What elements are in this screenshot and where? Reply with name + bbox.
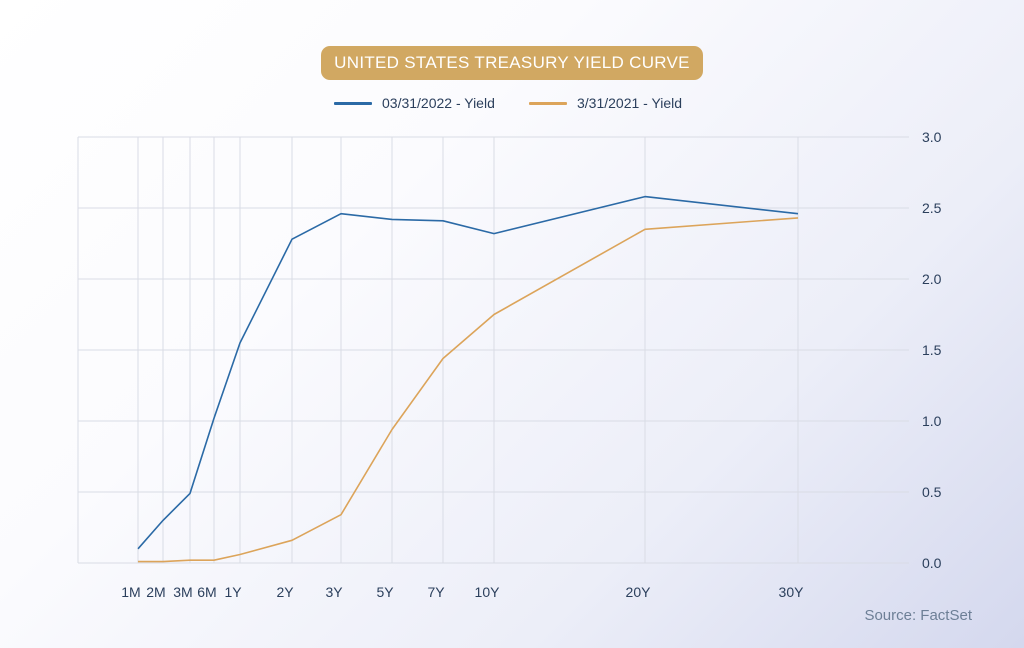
series-line-2022 <box>137 195 799 550</box>
x-tick-label: 7Y <box>427 584 445 600</box>
x-tick-label: 2Y <box>276 584 294 600</box>
x-tick-label: 20Y <box>626 584 652 600</box>
y-tick-label: 0.5 <box>922 484 942 500</box>
y-tick-label: 3.0 <box>922 129 942 145</box>
legend-swatch-2022 <box>334 101 372 105</box>
x-tick-label: 2M <box>146 584 165 600</box>
series-line-2021 <box>138 217 799 563</box>
legend-swatch-2021 <box>529 101 567 105</box>
x-tick-label: 1Y <box>224 584 242 600</box>
y-tick-label: 1.0 <box>922 413 942 429</box>
x-tick-label: 3M <box>173 584 192 600</box>
x-tick-label: 10Y <box>475 584 501 600</box>
y-tick-label: 2.0 <box>922 271 942 287</box>
y-tick-label: 1.5 <box>922 342 942 358</box>
chart-title: UNITED STATES TREASURY YIELD CURVE <box>321 46 703 80</box>
legend-item-2022: 03/31/2022 - Yield <box>334 95 495 111</box>
x-tick-label: 5Y <box>376 584 394 600</box>
x-tick-label: 30Y <box>779 584 805 600</box>
x-tick-label: 3Y <box>325 584 343 600</box>
y-tick-label: 0.0 <box>922 555 942 571</box>
y-tick-label: 2.5 <box>922 200 942 216</box>
source-note: Source: FactSet <box>864 607 972 624</box>
chart-legend: 03/31/2022 - Yield 3/31/2021 - Yield <box>0 95 1024 115</box>
legend-label-2022: 03/31/2022 - Yield <box>382 95 495 111</box>
legend-label-2021: 3/31/2021 - Yield <box>577 95 683 111</box>
legend-item-2021: 3/31/2021 - Yield <box>529 95 682 111</box>
x-tick-label: 6M <box>197 584 216 600</box>
x-tick-label: 1M <box>121 584 140 600</box>
